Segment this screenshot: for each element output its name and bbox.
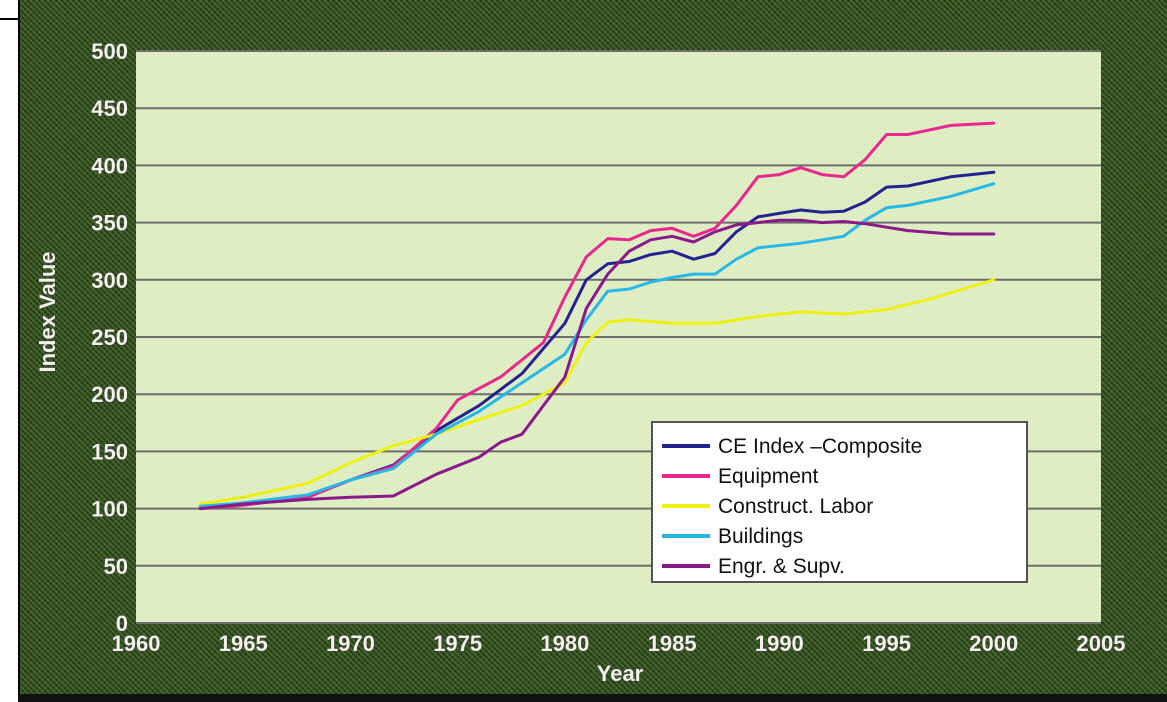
y-tick-label: 200: [91, 382, 128, 407]
y-tick-label: 100: [91, 497, 128, 522]
y-tick-label: 400: [91, 153, 128, 178]
y-axis-ticks: 0 50 100 150 200 250 300 350 400 450 500: [91, 39, 129, 637]
bottom-border: [18, 694, 1167, 702]
legend-label-1: Equipment: [718, 465, 819, 488]
x-axis-ticks: 1960 1965 1970 1975 1980 1985 1990 1995 2000 2005: [111, 631, 1126, 657]
y-tick-label: 500: [91, 39, 128, 64]
series-line-1: [198, 121, 996, 511]
left-border: [18, 0, 20, 702]
series-lines: [198, 121, 996, 511]
y-tick-label: 300: [91, 268, 128, 293]
y-tick-label: 350: [91, 211, 128, 236]
y-tick-label: 0: [116, 611, 128, 636]
x-tick-label: 1965: [219, 631, 268, 656]
legend-label-3: Buildings: [718, 525, 803, 548]
series-line-2: [198, 278, 996, 506]
y-tick-label: 250: [91, 325, 128, 350]
y-tick-label: 50: [104, 554, 128, 579]
y-tick-label: 450: [91, 96, 128, 121]
y-tick-label: 150: [91, 439, 128, 464]
legend-label-2: Construct. Labor: [718, 495, 873, 518]
x-tick-label: 2005: [1077, 631, 1126, 656]
corner-line: [0, 18, 18, 20]
series-line-4: [198, 218, 996, 511]
x-tick-label: 1960: [112, 631, 161, 656]
series-line-3: [198, 182, 996, 508]
x-tick-label: 1980: [540, 631, 589, 656]
x-tick-label: 1975: [433, 631, 482, 656]
legend-label-4: Engr. & Supv.: [718, 555, 845, 578]
x-tick-label: 1985: [648, 631, 697, 656]
x-tick-label: 2000: [969, 631, 1018, 656]
legend-label-0: CE Index –Composite: [718, 435, 922, 458]
legend-box: [651, 421, 1028, 583]
x-axis-title: Year: [597, 661, 644, 686]
legend-items: CE Index –Composite Equipment Construct. L…: [662, 435, 922, 578]
x-tick-label: 1990: [755, 631, 804, 656]
x-tick-label: 1995: [862, 631, 911, 656]
legend: CE Index –Composite Equipment Construct. L…: [651, 421, 1028, 583]
x-tick-label: 1970: [326, 631, 375, 656]
y-axis-title: Index Value: [35, 251, 60, 372]
